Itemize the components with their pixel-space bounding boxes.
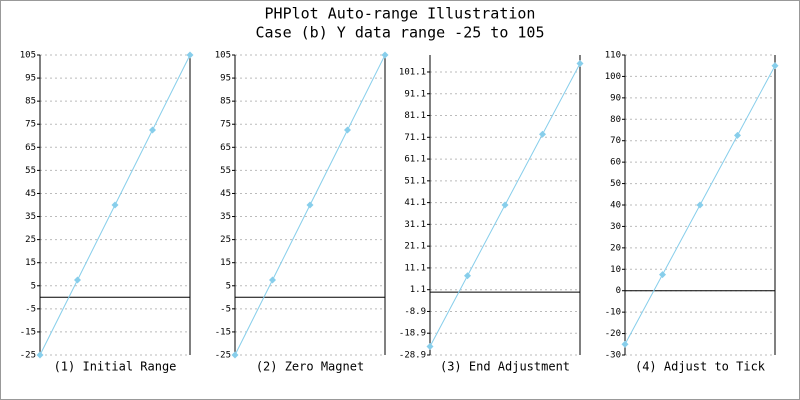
data-point	[659, 271, 666, 279]
y-tick-label: 31.1	[404, 220, 426, 230]
data-point	[36, 351, 44, 359]
y-tick-label: -15	[20, 327, 36, 337]
y-tick-label: 45	[25, 189, 36, 199]
y-tick-label: -28.9	[399, 351, 426, 361]
y-tick-label: 61.1	[404, 155, 426, 165]
y-tick-label: 80	[610, 115, 621, 125]
y-tick-label: 1.1	[410, 285, 426, 295]
plot-title: (2) Zero Magnet	[256, 360, 364, 374]
y-tick-label: 65	[220, 143, 231, 153]
y-tick-label: 75	[220, 120, 231, 130]
y-tick-label: 41.1	[404, 198, 426, 208]
data-point	[621, 340, 629, 348]
data-point	[426, 343, 434, 351]
y-tick-label: -18.9	[399, 329, 426, 339]
y-tick-label: 100	[605, 72, 621, 82]
data-point	[74, 276, 81, 284]
data-point	[306, 201, 314, 209]
y-tick-label: -30	[605, 351, 621, 361]
data-point	[111, 201, 119, 209]
y-tick-label: 85	[220, 97, 231, 107]
y-tick-label: 35	[25, 212, 36, 222]
y-tick-label: 60	[610, 158, 621, 168]
y-tick-label: -20	[605, 329, 621, 339]
y-tick-label: 40	[610, 201, 621, 211]
plot-title: (1) Initial Range	[54, 360, 177, 374]
y-tick-label: -15	[215, 327, 231, 337]
y-tick-label: 91.1	[404, 89, 426, 99]
y-tick-label: 45	[220, 189, 231, 199]
y-tick-label: 95	[220, 74, 231, 84]
y-tick-label: 0	[616, 286, 621, 296]
y-tick-label: 71.1	[404, 133, 426, 143]
y-tick-label: 110	[605, 51, 621, 61]
y-tick-label: 5	[31, 281, 36, 291]
data-point	[381, 51, 389, 59]
main-subtitle: Case (b) Y data range -25 to 105	[256, 24, 545, 42]
y-tick-label: 105	[215, 51, 231, 61]
y-tick-label: 15	[220, 258, 231, 268]
y-tick-label: 105	[20, 51, 36, 61]
y-tick-label: 101.1	[399, 67, 426, 77]
data-point	[771, 62, 779, 70]
data-point	[344, 126, 351, 134]
y-tick-label: 35	[220, 212, 231, 222]
y-tick-label: 15	[25, 258, 36, 268]
y-tick-label: 70	[610, 136, 621, 146]
y-tick-label: 95	[25, 74, 36, 84]
data-point	[539, 130, 546, 138]
data-point	[269, 276, 276, 284]
main-title: PHPlot Auto-range Illustration	[265, 5, 536, 23]
y-tick-label: -5	[25, 304, 36, 314]
y-tick-label: 85	[25, 97, 36, 107]
y-tick-label: 75	[25, 120, 36, 130]
data-point	[149, 126, 156, 134]
y-tick-label: 5	[226, 281, 231, 291]
y-tick-label: 65	[25, 143, 36, 153]
data-point	[464, 272, 471, 280]
y-tick-label: 51.1	[404, 176, 426, 186]
y-tick-label: -25	[215, 351, 231, 361]
y-tick-label: 25	[25, 235, 36, 245]
plot-title: (3) End Adjustment	[440, 360, 570, 374]
plot-title: (4) Adjust to Tick	[635, 360, 766, 374]
y-tick-label: -8.9	[404, 307, 426, 317]
data-point	[501, 201, 509, 209]
data-point	[186, 51, 194, 59]
y-tick-label: -5	[220, 304, 231, 314]
y-tick-label: 20	[610, 243, 621, 253]
data-point	[734, 131, 741, 139]
y-tick-label: 55	[25, 166, 36, 176]
y-tick-label: -10	[605, 308, 621, 318]
data-point	[696, 201, 704, 209]
y-tick-label: 90	[610, 93, 621, 103]
y-tick-label: 10	[610, 265, 621, 275]
y-tick-label: 81.1	[404, 111, 426, 121]
data-point	[576, 59, 584, 67]
y-tick-label: 11.1	[404, 263, 426, 273]
y-tick-label: 21.1	[404, 242, 426, 252]
y-tick-label: 25	[220, 235, 231, 245]
data-point	[231, 351, 239, 359]
y-tick-label: -25	[20, 351, 36, 361]
y-tick-label: 30	[610, 222, 621, 232]
y-tick-label: 50	[610, 179, 621, 189]
y-tick-label: 55	[220, 166, 231, 176]
